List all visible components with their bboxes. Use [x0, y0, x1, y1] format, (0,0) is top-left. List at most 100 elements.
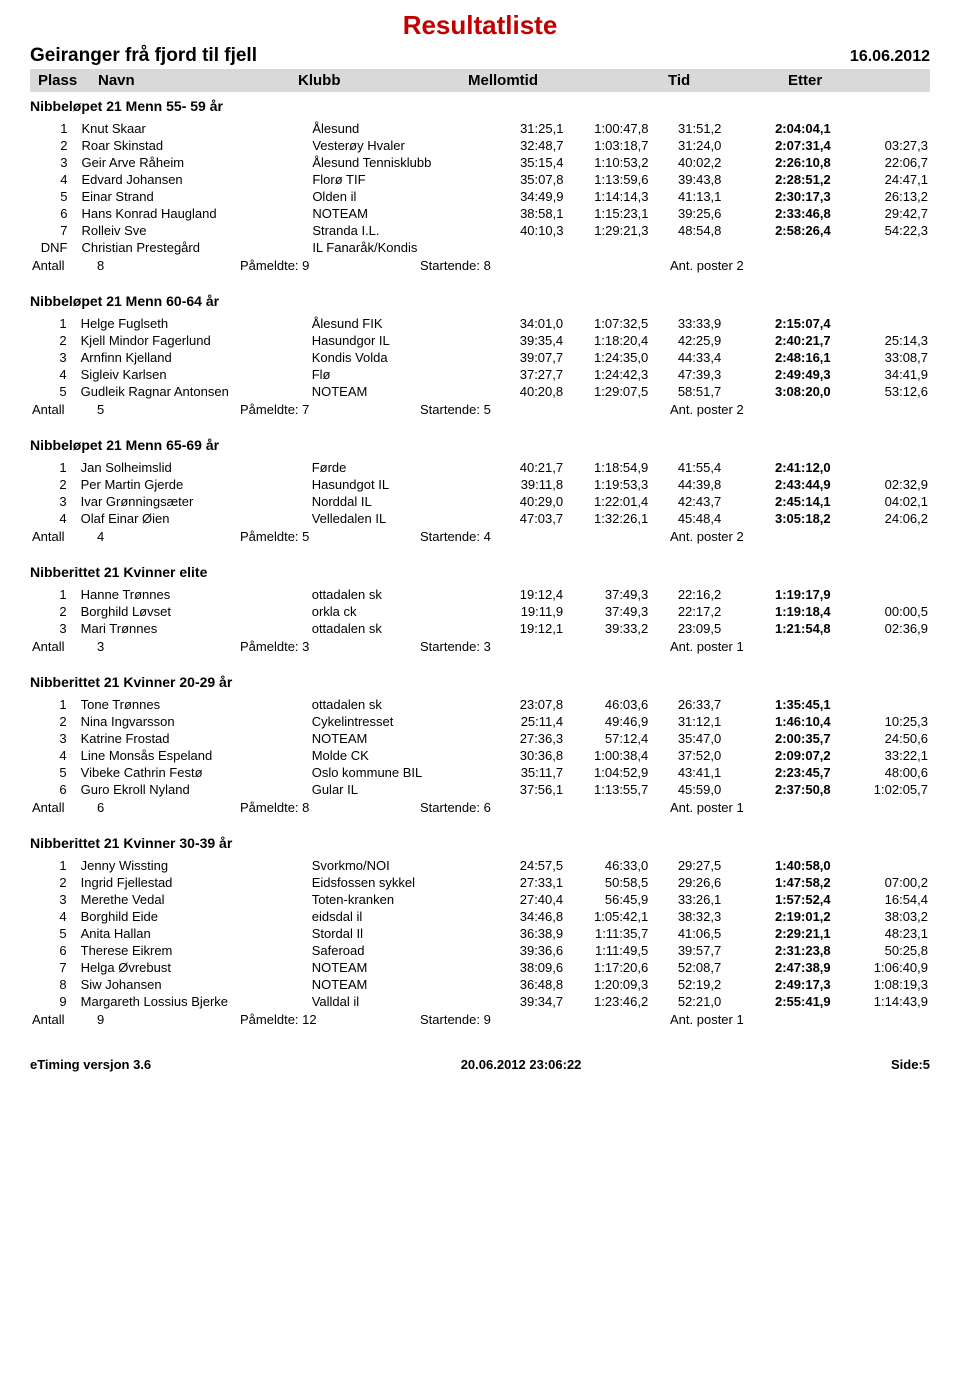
- cell-split3: 47:39,3: [650, 366, 723, 383]
- cell-place: 8: [30, 976, 79, 993]
- section-title: Nibberittet 21 Kvinner elite: [30, 564, 930, 580]
- cell-time: 2:19:01,2: [723, 908, 832, 925]
- cell-after: [833, 459, 930, 476]
- cell-name: Katrine Frostad: [79, 730, 310, 747]
- cell-time: 2:49:49,3: [723, 366, 832, 383]
- cell-after: [833, 120, 930, 137]
- section-summary: Antall 9Påmeldte: 12Startende: 9Ant. pos…: [30, 1012, 930, 1027]
- cell-place: 1: [30, 586, 79, 603]
- cell-name: Mari Trønnes: [79, 620, 310, 637]
- cell-time: [723, 239, 832, 256]
- cell-name: Kjell Mindor Fagerlund: [79, 332, 310, 349]
- cell-place: 9: [30, 993, 79, 1010]
- cell-place: 6: [30, 942, 79, 959]
- cell-split3: 39:43,8: [651, 171, 724, 188]
- cell-split1: 34:49,9: [493, 188, 566, 205]
- cell-after: 25:14,3: [833, 332, 930, 349]
- summary-poster: Ant. poster 2: [670, 529, 744, 544]
- cell-split1: 36:38,9: [492, 925, 565, 942]
- table-row: 3Geir Arve RåheimÅlesund Tennisklubb35:1…: [30, 154, 930, 171]
- summary-poster: Ant. poster 2: [670, 258, 744, 273]
- cell-time: 3:05:18,2: [723, 510, 832, 527]
- cell-name: Arnfinn Kjelland: [79, 349, 310, 366]
- summary-pameldte: Påmeldte: 12: [240, 1012, 420, 1027]
- cell-after: [833, 696, 930, 713]
- cell-club: orkla ck: [310, 603, 492, 620]
- table-row: 1Helge FuglsethÅlesund FIK34:01,01:07:32…: [30, 315, 930, 332]
- cell-split1: 24:57,5: [492, 857, 565, 874]
- table-row: 1Jan SolheimslidFørde40:21,71:18:54,941:…: [30, 459, 930, 476]
- cell-time: 2:37:50,8: [723, 781, 832, 798]
- cell-name: Margareth Lossius Bjerke: [79, 993, 310, 1010]
- cell-after: 16:54,4: [833, 891, 930, 908]
- table-row: 7Helga ØvrebustNOTEAM38:09,61:17:20,652:…: [30, 959, 930, 976]
- cell-after: 24:47,1: [833, 171, 930, 188]
- cell-after: 26:13,2: [833, 188, 930, 205]
- cell-split1: 38:58,1: [493, 205, 566, 222]
- cell-place: 4: [30, 171, 79, 188]
- section-title: Nibbeløpet 21 Menn 60-64 år: [30, 293, 930, 309]
- cell-split2: 1:11:35,7: [565, 925, 650, 942]
- cell-club: Saferoad: [310, 942, 492, 959]
- cell-after: 00:00,5: [833, 603, 930, 620]
- cell-split1: 27:33,1: [492, 874, 565, 891]
- cell-name: Ivar Grønningsæter: [79, 493, 310, 510]
- cell-time: 2:55:41,9: [723, 993, 832, 1010]
- cell-name: Jenny Wissting: [79, 857, 310, 874]
- cell-split3: 44:39,8: [650, 476, 723, 493]
- cell-after: 10:25,3: [833, 713, 930, 730]
- cell-name: Einar Strand: [79, 188, 310, 205]
- cell-split2: 49:46,9: [565, 713, 650, 730]
- cell-club: Hasundgor IL: [310, 332, 492, 349]
- cell-time: 2:33:46,8: [723, 205, 832, 222]
- cell-place: 5: [30, 188, 79, 205]
- cell-place: 7: [30, 959, 79, 976]
- cell-club: ottadalen sk: [310, 620, 492, 637]
- cell-split3: 22:17,2: [650, 603, 723, 620]
- cell-split2: [565, 239, 650, 256]
- cell-place: 1: [30, 315, 79, 332]
- table-row: 3Katrine FrostadNOTEAM27:36,357:12,435:4…: [30, 730, 930, 747]
- cell-after: 02:36,9: [833, 620, 930, 637]
- cell-time: 2:15:07,4: [723, 315, 832, 332]
- col-klubb: Klubb: [298, 72, 468, 89]
- cell-club: Norddal IL: [310, 493, 492, 510]
- cell-club: ottadalen sk: [310, 696, 492, 713]
- cell-after: [833, 315, 930, 332]
- summary-startende: Startende: 5: [420, 402, 670, 417]
- cell-club: Toten-kranken: [310, 891, 492, 908]
- cell-split2: 1:19:53,3: [565, 476, 650, 493]
- cell-name: Jan Solheimslid: [79, 459, 310, 476]
- summary-antall: Antall 3: [30, 639, 240, 654]
- cell-club: Eidsfossen sykkel: [310, 874, 492, 891]
- cell-split1: 40:20,8: [492, 383, 565, 400]
- table-row: 4Edvard JohansenFlorø TIF35:07,81:13:59,…: [30, 171, 930, 188]
- section-summary: Antall 5Påmeldte: 7Startende: 5Ant. post…: [30, 402, 930, 417]
- cell-split2: 1:18:20,4: [565, 332, 650, 349]
- cell-time: 2:45:14,1: [723, 493, 832, 510]
- cell-club: NOTEAM: [310, 959, 492, 976]
- table-row: 3Merethe VedalToten-kranken27:40,456:45,…: [30, 891, 930, 908]
- table-row: 4Olaf Einar ØienVelledalen IL47:03,71:32…: [30, 510, 930, 527]
- table-row: 6Guro Ekroll NylandGular IL37:56,11:13:5…: [30, 781, 930, 798]
- cell-split1: 39:11,8: [492, 476, 565, 493]
- table-row: DNFChristian PrestegårdIL Fanaråk/Kondis: [30, 239, 930, 256]
- summary-startende: Startende: 6: [420, 800, 670, 815]
- table-row: 1Knut SkaarÅlesund31:25,11:00:47,831:51,…: [30, 120, 930, 137]
- cell-club: Oslo kommune BIL: [310, 764, 492, 781]
- cell-club: Olden il: [310, 188, 492, 205]
- cell-split3: 48:54,8: [651, 222, 724, 239]
- cell-split2: 46:33,0: [565, 857, 650, 874]
- table-row: 8Siw JohansenNOTEAM36:48,81:20:09,352:19…: [30, 976, 930, 993]
- cell-name: Roar Skinstad: [79, 137, 310, 154]
- results-table: 1Jenny WisstingSvorkmo/NOI24:57,546:33,0…: [30, 857, 930, 1010]
- cell-split1: 35:07,8: [493, 171, 566, 188]
- cell-club: NOTEAM: [310, 383, 492, 400]
- cell-after: 53:12,6: [833, 383, 930, 400]
- cell-after: 1:02:05,7: [833, 781, 930, 798]
- cell-split3: 52:08,7: [650, 959, 723, 976]
- cell-split2: 1:05:42,1: [565, 908, 650, 925]
- summary-pameldte: Påmeldte: 5: [240, 529, 420, 544]
- summary-antall: Antall 8: [30, 258, 240, 273]
- cell-name: Ingrid Fjellestad: [79, 874, 310, 891]
